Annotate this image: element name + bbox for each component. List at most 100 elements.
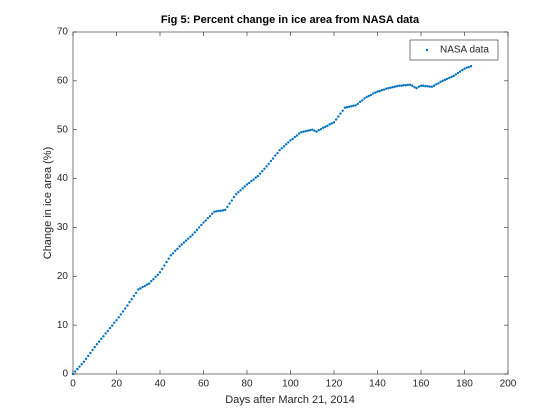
data-point	[389, 86, 392, 89]
data-point	[121, 310, 125, 313]
data-point	[184, 239, 188, 242]
data-point	[200, 223, 203, 227]
data-point	[93, 345, 96, 349]
data-point	[448, 76, 451, 80]
data-point	[217, 209, 220, 213]
data-point	[80, 363, 83, 366]
data-point	[391, 86, 394, 89]
data-point	[263, 167, 266, 170]
data-point	[97, 340, 101, 343]
data-point	[274, 154, 277, 157]
data-point	[252, 178, 255, 181]
data-point	[428, 85, 431, 88]
data-point	[463, 67, 466, 70]
data-point	[95, 342, 99, 346]
data-point	[435, 83, 438, 86]
data-point	[387, 86, 390, 90]
x-tick-label: 160	[413, 379, 430, 390]
data-point	[421, 84, 425, 87]
data-point	[102, 335, 105, 338]
data-point	[178, 245, 181, 248]
y-axis-label: Change in ice area (%)	[42, 147, 54, 260]
data-point	[419, 84, 423, 87]
data-point	[208, 214, 212, 218]
data-point	[171, 252, 175, 255]
data-point	[254, 176, 257, 179]
data-point	[450, 75, 453, 79]
data-point	[160, 267, 164, 271]
data-point	[228, 202, 231, 205]
data-point	[124, 307, 127, 310]
data-point	[250, 179, 253, 183]
data-point	[230, 199, 233, 202]
data-point	[287, 141, 290, 144]
data-point	[215, 210, 218, 213]
data-point	[454, 73, 457, 76]
x-tick-label: 140	[369, 379, 386, 390]
x-tick-label: 120	[326, 379, 343, 390]
data-point	[110, 324, 114, 327]
x-tick-label: 0	[70, 379, 76, 390]
data-point	[280, 147, 283, 150]
data-point	[291, 137, 294, 141]
data-point	[76, 367, 79, 371]
data-point	[432, 84, 436, 87]
data-point	[141, 285, 144, 289]
data-point	[332, 121, 336, 124]
data-point	[319, 128, 323, 131]
data-point	[356, 102, 360, 106]
data-point	[108, 326, 112, 330]
data-point	[380, 88, 384, 92]
data-point	[393, 85, 397, 88]
data-point	[182, 241, 186, 244]
data-point	[302, 130, 305, 133]
data-point	[143, 284, 146, 288]
plot-area	[72, 31, 509, 375]
data-point	[180, 243, 183, 246]
data-point	[400, 84, 403, 87]
data-point	[452, 74, 455, 78]
data-point	[150, 279, 153, 283]
data-point	[330, 122, 334, 125]
y-tick-label: 30	[57, 222, 69, 233]
data-point	[189, 235, 192, 238]
data-point	[147, 282, 151, 285]
data-point	[456, 71, 460, 75]
data-point	[137, 288, 140, 291]
data-point	[408, 83, 412, 86]
data-point	[441, 79, 444, 83]
x-axis-label: Days after March 21, 2014	[225, 394, 355, 406]
data-point	[130, 298, 133, 301]
data-point	[176, 247, 179, 251]
y-tick-label: 0	[62, 369, 68, 380]
data-point	[469, 65, 473, 68]
x-tick-label: 20	[111, 379, 123, 390]
data-point	[308, 129, 312, 132]
data-point	[293, 135, 297, 139]
data-point	[219, 209, 223, 213]
data-point	[443, 78, 447, 82]
data-point	[363, 97, 366, 100]
data-point	[241, 187, 244, 190]
data-point	[458, 70, 462, 73]
data-point	[398, 84, 401, 87]
data-point	[289, 139, 292, 142]
data-point	[169, 254, 173, 257]
data-point	[82, 360, 86, 363]
data-point	[224, 208, 227, 212]
data-point	[413, 86, 416, 89]
data-point	[261, 170, 264, 173]
data-point	[295, 134, 299, 137]
data-point	[276, 151, 279, 155]
x-tick-label: 180	[456, 379, 473, 390]
data-point	[269, 159, 273, 163]
data-point	[158, 271, 162, 274]
data-point	[221, 209, 225, 212]
data-point	[345, 106, 349, 109]
data-point	[84, 357, 88, 361]
data-point	[382, 88, 386, 91]
data-point	[278, 149, 281, 152]
data-point	[245, 183, 249, 186]
legend-box	[409, 39, 499, 61]
